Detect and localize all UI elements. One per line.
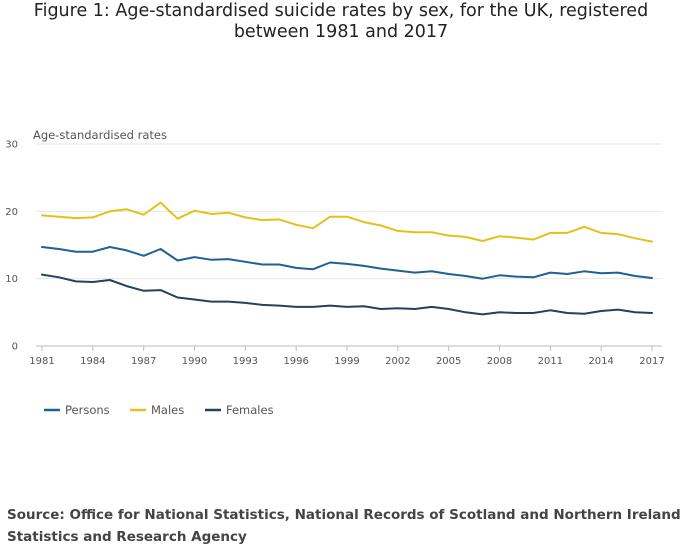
source-note: Source: Office for National Statistics, …: [7, 507, 681, 545]
x-tick-label: 1987: [131, 356, 156, 367]
y-tick-label: 0: [12, 342, 18, 353]
x-tick-label: 2002: [385, 356, 410, 367]
y-tick-label: 30: [5, 140, 18, 151]
x-tick-label: 2011: [538, 356, 563, 367]
x-tick-label: 1984: [80, 356, 105, 367]
chart-title: Figure 1: Age-standardised suicide rates…: [0, 1, 682, 43]
y-axis-label: Age-standardised rates: [33, 128, 167, 142]
x-tick-label: 1993: [233, 356, 258, 367]
x-tick-label: 1981: [29, 356, 54, 367]
x-axis: 1981 1984 1987 1990 1993 1996 1999 2002 2005 2008…: [29, 346, 665, 367]
x-tick-label: 2008: [487, 356, 512, 367]
chart-title-line-2: between 1981 and 2017: [233, 22, 449, 42]
legend-label-males: Males: [151, 403, 184, 417]
x-tick-label: 2005: [436, 356, 461, 367]
legend: Persons Males Females: [44, 403, 274, 417]
series-line-females: [41, 273, 653, 316]
x-tick-label: 1999: [334, 356, 359, 367]
series-line-males: [41, 201, 653, 243]
legend-label-females: Females: [226, 403, 274, 417]
legend-label-persons: Persons: [65, 403, 110, 417]
y-axis-ticks: 0 10 20 30: [5, 140, 18, 353]
chart-title-line-1: Figure 1: Age-standardised suicide rates…: [33, 1, 649, 21]
x-tick-label: 2014: [588, 356, 613, 367]
x-tick-label: 2017: [639, 356, 664, 367]
series-lines: [41, 201, 653, 316]
y-tick-label: 10: [5, 274, 18, 285]
y-tick-label: 20: [5, 207, 18, 218]
x-tick-label: 1996: [283, 356, 308, 367]
x-tick-label: 1990: [182, 356, 207, 367]
gridlines: [36, 143, 662, 347]
series-line-persons: [41, 246, 653, 280]
